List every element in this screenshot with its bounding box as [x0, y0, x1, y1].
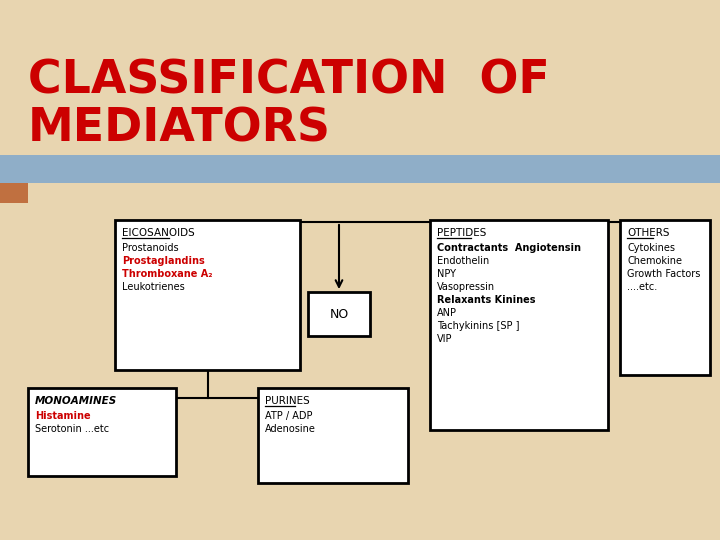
Text: Vasopressin: Vasopressin	[437, 282, 495, 292]
Bar	[115, 220, 300, 370]
Text: Prostanoids: Prostanoids	[122, 243, 179, 253]
Text: CLASSIFICATION  OF: CLASSIFICATION OF	[28, 58, 550, 103]
Text: MEDIATORS: MEDIATORS	[28, 107, 331, 152]
Text: Cytokines: Cytokines	[627, 243, 675, 253]
Text: Endothelin: Endothelin	[437, 256, 490, 266]
Bar	[258, 388, 408, 483]
Text: MONOAMINES: MONOAMINES	[35, 396, 117, 406]
Text: NPY: NPY	[437, 269, 456, 279]
Text: Chemokine: Chemokine	[627, 256, 682, 266]
Text: NO: NO	[329, 307, 348, 321]
Bar	[28, 388, 176, 476]
Bar	[0, 155, 720, 183]
Bar	[308, 292, 370, 336]
Text: ANP: ANP	[437, 308, 457, 318]
Text: Relaxants Kinines: Relaxants Kinines	[437, 295, 536, 305]
Text: Growth Factors: Growth Factors	[627, 269, 701, 279]
Bar	[620, 220, 710, 375]
Text: ATP / ADP: ATP / ADP	[265, 411, 312, 421]
Text: PURINES: PURINES	[265, 396, 310, 406]
Bar	[430, 220, 608, 430]
Bar	[0, 183, 28, 203]
Text: VIP: VIP	[437, 334, 452, 344]
Text: Prostaglandins: Prostaglandins	[122, 256, 204, 266]
Text: Serotonin ...etc: Serotonin ...etc	[35, 424, 109, 434]
Text: ....etc.: ....etc.	[627, 282, 657, 292]
Text: EICOSANOIDS: EICOSANOIDS	[122, 228, 194, 238]
Text: Tachykinins [SP ]: Tachykinins [SP ]	[437, 321, 520, 331]
Text: Contractants  Angiotensin: Contractants Angiotensin	[437, 243, 581, 253]
Text: Histamine: Histamine	[35, 411, 91, 421]
Text: Adenosine: Adenosine	[265, 424, 316, 434]
Text: OTHERS: OTHERS	[627, 228, 670, 238]
Text: Leukotrienes: Leukotrienes	[122, 282, 185, 292]
Text: PEPTIDES: PEPTIDES	[437, 228, 487, 238]
Text: Thromboxane A₂: Thromboxane A₂	[122, 269, 212, 279]
